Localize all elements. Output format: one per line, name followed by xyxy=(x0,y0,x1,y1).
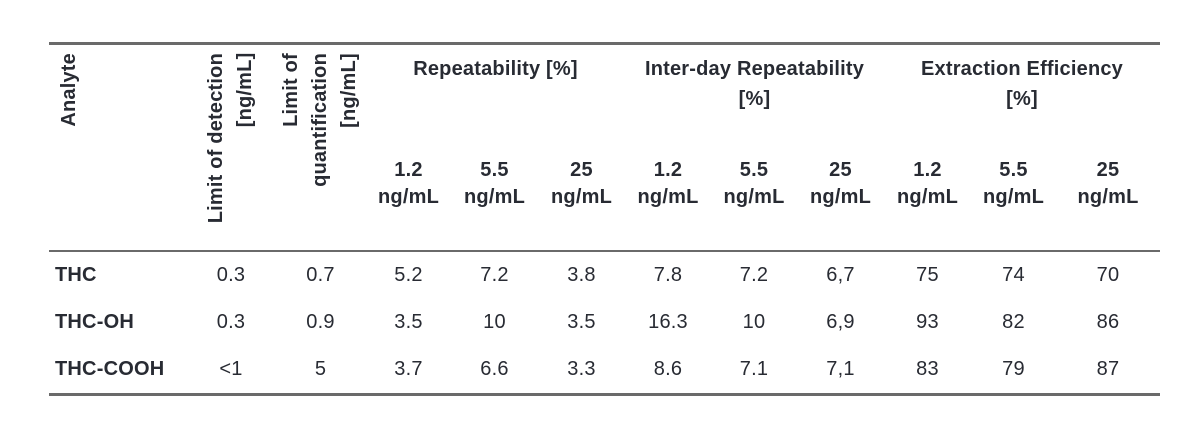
column-header-limit-of-quantification: Limit of quantification [ng/mL] xyxy=(275,44,366,251)
column-header-interday-25: 25 ng/mL xyxy=(810,158,871,208)
column-header-analyte: Analyte xyxy=(49,44,187,251)
cell-thc-cooh-lod: <1 xyxy=(219,358,243,381)
row-label-thc-oh: THC-OH xyxy=(55,311,134,333)
cell-thc-loq: 0.7 xyxy=(306,263,335,286)
cell-thc-cooh-rep-25: 3.3 xyxy=(567,358,596,381)
cell-thc-interday-5-5: 7.2 xyxy=(739,263,769,286)
column-header-interday-1-2: 1.2 ng/mL xyxy=(637,158,699,208)
cell-thc-oh-interday-5-5: 10 xyxy=(742,311,766,333)
column-header-analyte-label: Analyte xyxy=(58,53,80,127)
column-header-limit-of-detection-label: Limit of detection [ng/mL] xyxy=(205,53,256,224)
cell-thc-extraction-5-5: 74 xyxy=(1002,263,1025,286)
cell-thc-cooh-loq: 5 xyxy=(314,358,327,381)
cell-thc-cooh-interday-1-2: 8.6 xyxy=(653,358,683,381)
cell-thc-cooh-interday-5-5: 7.1 xyxy=(739,358,769,381)
cell-thc-rep-5-5: 7.2 xyxy=(480,263,509,286)
cell-thc-oh-loq: 0.9 xyxy=(306,311,335,333)
cell-thc-cooh-rep-1-2: 3.7 xyxy=(394,358,423,381)
column-header-limit-of-quantification-label: Limit of quantification [ng/mL] xyxy=(280,53,360,187)
cell-thc-interday-1-2: 7.8 xyxy=(653,263,683,286)
group-header-row: Analyte Limit of detection [ng/mL] Limit… xyxy=(49,44,1160,223)
cell-thc-oh-extraction-25: 86 xyxy=(1096,311,1120,333)
cell-thc-oh-lod: 0.3 xyxy=(216,311,246,333)
column-group-interday-repeatability: Inter-day Repeatability [%] xyxy=(644,58,865,110)
cell-thc-cooh-interday-25: 7,1 xyxy=(826,358,855,381)
cell-thc-oh-rep-1-2: 3.5 xyxy=(394,311,423,333)
analyte-validation-table: Analyte Limit of detection [ng/mL] Limit… xyxy=(49,42,1160,396)
cell-thc-interday-25: 6,7 xyxy=(826,263,855,286)
column-header-extraction-25: 25 ng/mL xyxy=(1077,158,1139,208)
cell-thc-rep-25: 3.8 xyxy=(567,263,596,286)
cell-thc-lod: 0.3 xyxy=(216,263,246,286)
column-header-limit-of-detection: Limit of detection [ng/mL] xyxy=(187,44,275,251)
cell-thc-oh-extraction-1-2: 93 xyxy=(916,311,939,333)
column-header-extraction-1-2: 1.2 ng/mL xyxy=(897,158,958,208)
column-header-repeatability-1-2: 1.2 ng/mL xyxy=(378,158,439,208)
cell-thc-oh-interday-1-2: 16.3 xyxy=(648,311,688,333)
cell-thc-extraction-25: 70 xyxy=(1096,263,1120,286)
cell-thc-oh-rep-5-5: 10 xyxy=(483,311,506,333)
cell-thc-cooh-extraction-25: 87 xyxy=(1096,358,1120,381)
table-body: THC 0.3 0.7 5.2 7.2 3.8 7.8 7.2 6,7 75 7… xyxy=(49,250,1160,395)
column-header-interday-5-5: 5.5 ng/mL xyxy=(723,158,785,208)
column-group-repeatability: Repeatability [%] xyxy=(413,58,578,80)
column-header-extraction-5-5: 5.5 ng/mL xyxy=(983,158,1044,208)
row-label-thc: THC xyxy=(55,263,97,286)
table-header: Analyte Limit of detection [ng/mL] Limit… xyxy=(49,44,1160,251)
column-header-repeatability-25: 25 ng/mL xyxy=(551,158,612,208)
cell-thc-oh-extraction-5-5: 82 xyxy=(1002,311,1025,333)
cell-thc-extraction-1-2: 75 xyxy=(916,263,939,286)
cell-thc-cooh-rep-5-5: 6.6 xyxy=(480,358,509,381)
table-row-thc: THC 0.3 0.7 5.2 7.2 3.8 7.8 7.2 6,7 75 7… xyxy=(49,251,1160,299)
cell-thc-oh-interday-25: 6,9 xyxy=(826,311,855,333)
cell-thc-oh-rep-25: 3.5 xyxy=(567,311,596,333)
cell-thc-cooh-extraction-5-5: 79 xyxy=(1002,358,1025,381)
table-row-thc-cooh: THC-COOH <1 5 3.7 6.6 3.3 8.6 7.1 7,1 83… xyxy=(49,347,1160,395)
table-row-thc-oh: THC-OH 0.3 0.9 3.5 10 3.5 16.3 10 6,9 93… xyxy=(49,299,1160,347)
column-group-extraction-efficiency: Extraction Efficiency [%] xyxy=(920,58,1124,110)
column-header-repeatability-5-5: 5.5 ng/mL xyxy=(464,158,525,208)
cell-thc-rep-1-2: 5.2 xyxy=(394,263,423,286)
cell-thc-cooh-extraction-1-2: 83 xyxy=(916,358,939,381)
concentration-header-row: 1.2 ng/mL 5.5 ng/mL 25 ng/mL 1.2 ng/mL 5… xyxy=(49,154,1160,251)
row-label-thc-cooh: THC-COOH xyxy=(55,358,165,381)
